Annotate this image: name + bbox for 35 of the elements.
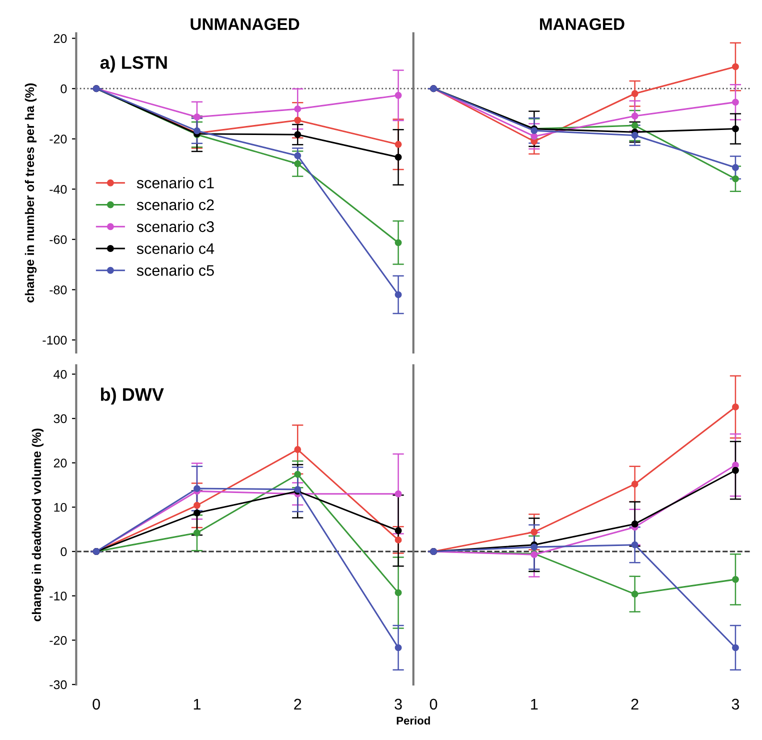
legend-label: scenario c4: [136, 242, 214, 254]
legend-label: scenario c1: [136, 177, 214, 188]
y-tick-label: 40: [54, 370, 67, 379]
y-tick-label: -60: [50, 235, 67, 244]
chart-title: MANAGED: [540, 18, 624, 30]
x-tick-label: 1: [194, 698, 200, 710]
chart-title: UNMANAGED: [190, 18, 300, 30]
y-axis-title: change in number of trees per ha (%): [24, 83, 37, 302]
y-tick-label: -100: [42, 336, 67, 345]
legend-label: scenario c2: [136, 199, 214, 210]
x-tick-label: 3: [732, 698, 740, 710]
y-tick-label: 0: [60, 84, 67, 94]
y-tick-label: 20: [54, 34, 67, 43]
y-tick-label: 0: [60, 547, 67, 556]
annotation: b) DWV: [100, 388, 164, 404]
legend-label: scenario c5: [136, 264, 214, 276]
annotation: a) LSTN: [100, 56, 167, 72]
y-axis-title: change in deadwood volume (%): [32, 428, 44, 622]
y-tick-label: -40: [50, 184, 67, 194]
x-tick-label: 3: [394, 698, 402, 710]
x-tick-label: 1: [531, 698, 538, 710]
y-tick-label: 30: [54, 414, 67, 424]
legend-label: scenario c3: [136, 220, 214, 232]
y-tick-label: 20: [54, 458, 67, 468]
y-tick-label: -20: [50, 636, 67, 645]
x-tick-label: 2: [294, 698, 302, 710]
y-tick-label: -80: [50, 285, 67, 294]
x-axis-title: Period: [396, 716, 430, 725]
y-tick-label: -10: [50, 592, 67, 600]
x-tick-label: 0: [92, 698, 100, 710]
y-tick-label: -20: [50, 134, 67, 144]
x-tick-label: 0: [430, 698, 438, 710]
y-tick-label: -30: [50, 680, 67, 690]
x-tick-label: 2: [631, 698, 638, 710]
y-tick-label: 10: [54, 502, 67, 512]
